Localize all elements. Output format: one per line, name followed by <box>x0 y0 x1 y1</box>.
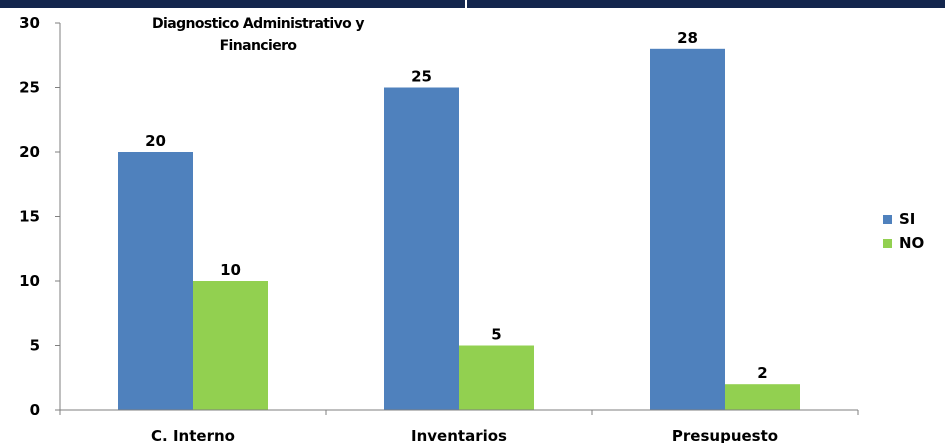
data-labels: 20 10 25 5 28 2 <box>145 29 768 382</box>
legend-label-si: SI <box>899 210 915 228</box>
y-tick-label: 30 <box>19 14 40 32</box>
top-bar <box>0 0 945 8</box>
data-label: 10 <box>220 261 241 279</box>
data-label: 28 <box>677 29 698 47</box>
legend-label-no: NO <box>899 234 924 252</box>
category-label: Presupuesto <box>672 427 778 443</box>
category-label: Inventarios <box>411 427 507 443</box>
y-axis-ticks: 0 5 10 15 20 25 30 <box>19 14 60 419</box>
y-tick-label: 10 <box>19 272 40 290</box>
chart-title: Diagnostico Administrativo y Financiero <box>152 16 365 54</box>
legend: SI NO <box>883 210 924 252</box>
y-tick-label: 5 <box>30 337 40 355</box>
y-tick-label: 25 <box>19 79 40 97</box>
y-tick-label: 0 <box>30 401 40 419</box>
y-tick-label: 20 <box>19 143 40 161</box>
y-tick-label: 15 <box>19 208 40 226</box>
category-label: C. Interno <box>151 427 235 443</box>
axes <box>59 23 859 415</box>
bar-si <box>118 152 193 410</box>
bar-no <box>193 281 268 410</box>
legend-swatch-no <box>883 239 892 248</box>
data-label: 5 <box>491 326 501 344</box>
data-label: 25 <box>411 68 432 86</box>
bar-si <box>650 48 725 411</box>
bar-no <box>725 384 800 410</box>
category-labels: C. Interno Inventarios Presupuesto <box>151 427 778 443</box>
bars <box>118 48 800 411</box>
data-label: 20 <box>145 132 166 150</box>
bar-no <box>459 345 534 410</box>
legend-swatch-si <box>883 215 892 224</box>
top-bar-tick <box>465 0 467 8</box>
bar-si <box>384 87 459 410</box>
chart-title-line-1: Diagnostico Administrativo y <box>152 16 364 32</box>
chart-title-line-2: Financiero <box>220 38 298 54</box>
data-label: 2 <box>757 364 767 382</box>
